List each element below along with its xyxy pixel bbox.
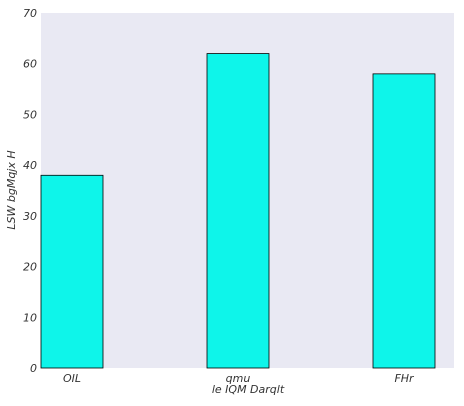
bar-fhr [372, 73, 436, 369]
x-axis-ticks: OIL qmu FHr [63, 372, 415, 385]
y-axis-label: LSW bgMqjx H [5, 150, 18, 229]
x-tick-label: FHr [394, 372, 415, 385]
x-tick-label: qmu [226, 372, 251, 385]
y-tick-label: 30 [23, 210, 37, 223]
y-tick-label: 0 [30, 362, 37, 375]
x-tick-label: OIL [63, 372, 81, 385]
x-axis-label: le IQM Darqlt [212, 383, 285, 396]
y-tick-label: 70 [23, 7, 37, 20]
bars-group [40, 53, 436, 369]
y-tick-label: 40 [23, 159, 37, 172]
y-tick-label: 10 [23, 311, 37, 324]
bar-qmu [206, 53, 270, 369]
y-axis-ticks: 0 10 20 30 40 50 60 70 [23, 7, 37, 375]
bar-oil [40, 174, 104, 369]
y-tick-label: 50 [23, 108, 37, 121]
y-tick-label: 20 [23, 261, 37, 274]
y-tick-label: 60 [23, 58, 37, 71]
